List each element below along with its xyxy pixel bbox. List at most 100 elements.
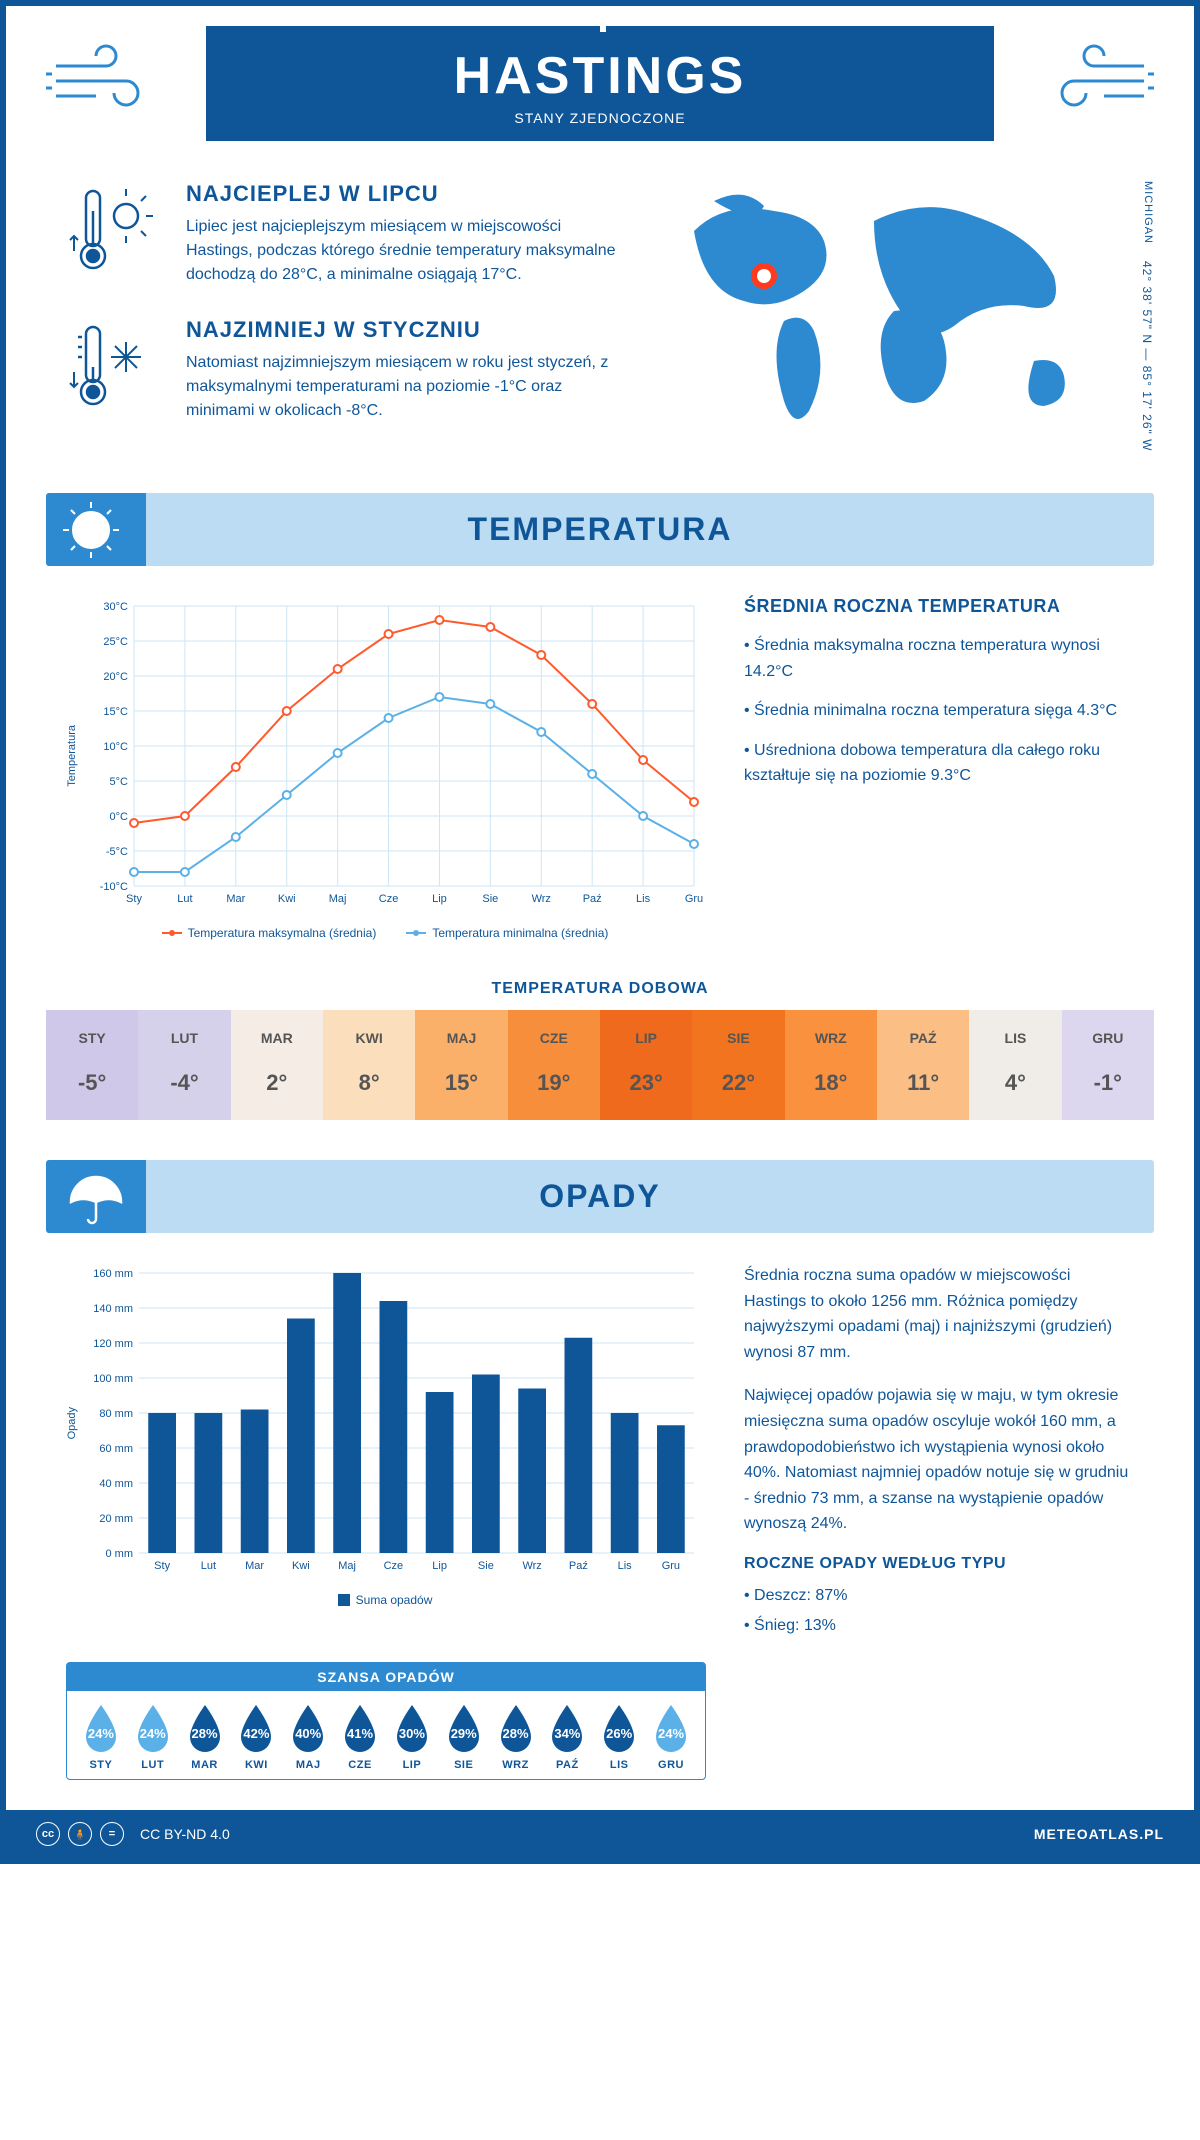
temp-info-bullet: • Średnia maksymalna roczna temperatura … bbox=[744, 633, 1134, 684]
daily-month-label: LIS bbox=[969, 1020, 1061, 1056]
daily-month-label: MAR bbox=[231, 1020, 323, 1056]
svg-text:Cze: Cze bbox=[384, 1560, 404, 1572]
city-title: HASTINGS bbox=[206, 46, 994, 106]
chance-cell: 30% LIP bbox=[386, 1703, 438, 1771]
svg-text:Sty: Sty bbox=[126, 893, 142, 905]
daily-temp-cell: MAR2° bbox=[231, 1010, 323, 1120]
temp-info-bullet: • Uśredniona dobowa temperatura dla całe… bbox=[744, 738, 1134, 789]
umbrella-icon bbox=[46, 1160, 146, 1233]
temp-y-axis-label: Temperatura bbox=[66, 725, 78, 787]
raindrop-icon: 30% bbox=[391, 1703, 433, 1755]
chance-month-label: WRZ bbox=[490, 1759, 542, 1771]
svg-text:120 mm: 120 mm bbox=[93, 1338, 133, 1350]
precip-chart-svg: 0 mm20 mm40 mm60 mm80 mm100 mm120 mm140 … bbox=[84, 1263, 704, 1583]
warmest-block: NAJCIEPLEJ W LIPCU Lipiec jest najcieple… bbox=[66, 181, 624, 287]
precip-title: OPADY bbox=[46, 1178, 1154, 1215]
precip-content: Opady 0 mm20 mm40 mm60 mm80 mm100 mm120 … bbox=[6, 1233, 1194, 1652]
svg-text:Kwi: Kwi bbox=[278, 893, 296, 905]
license-block: cc 🧍 = CC BY-ND 4.0 bbox=[36, 1822, 230, 1846]
region-label: MICHIGAN bbox=[1142, 181, 1154, 244]
svg-text:140 mm: 140 mm bbox=[93, 1303, 133, 1315]
thermometer-cold-icon bbox=[66, 317, 166, 417]
svg-text:Sty: Sty bbox=[154, 1560, 170, 1572]
page-frame: HASTINGS STANY ZJEDNOCZONE NAJ bbox=[0, 0, 1200, 1864]
coordinates-label: 42° 38' 57" N — 85° 17' 26" W bbox=[1140, 261, 1154, 451]
svg-text:Maj: Maj bbox=[329, 893, 347, 905]
daily-temp-value: 2° bbox=[231, 1056, 323, 1110]
nd-icon: = bbox=[100, 1822, 124, 1846]
temp-legend: Temperatura maksymalna (średnia) Tempera… bbox=[66, 926, 704, 940]
legend-precip-label: Suma opadów bbox=[356, 1593, 433, 1607]
daily-month-label: CZE bbox=[508, 1020, 600, 1056]
svg-text:Wrz: Wrz bbox=[522, 1560, 541, 1572]
svg-text:Lut: Lut bbox=[201, 1560, 216, 1572]
daily-temp-value: 19° bbox=[508, 1056, 600, 1110]
precip-y-axis-label: Opady bbox=[66, 1407, 78, 1439]
daily-temp-cell: LIP23° bbox=[600, 1010, 692, 1120]
daily-temp-grid: STY-5°LUT-4°MAR2°KWI8°MAJ15°CZE19°LIP23°… bbox=[46, 1010, 1154, 1120]
header-row: HASTINGS STANY ZJEDNOCZONE bbox=[6, 6, 1194, 161]
precip-chance-box: SZANSA OPADÓW 24%STY24%LUT28%MAR42%KWI40… bbox=[66, 1662, 706, 1780]
daily-temp-cell: MAJ15° bbox=[415, 1010, 507, 1120]
license-text: CC BY-ND 4.0 bbox=[140, 1826, 230, 1842]
svg-text:-5°C: -5°C bbox=[106, 846, 128, 858]
daily-temp-value: 22° bbox=[692, 1056, 784, 1110]
chance-cell: 24%GRU bbox=[645, 1703, 697, 1771]
svg-text:25°C: 25°C bbox=[103, 636, 128, 648]
chance-cell: 24%STY bbox=[75, 1703, 127, 1771]
precip-type-title: ROCZNE OPADY WEDŁUG TYPU bbox=[744, 1555, 1134, 1573]
daily-temp-value: 15° bbox=[415, 1056, 507, 1110]
wind-icon bbox=[1034, 36, 1154, 121]
daily-temp-value: 23° bbox=[600, 1056, 692, 1110]
svg-text:100 mm: 100 mm bbox=[93, 1373, 133, 1385]
daily-month-label: SIE bbox=[692, 1020, 784, 1056]
chance-month-label: MAJ bbox=[282, 1759, 334, 1771]
raindrop-icon: 24% bbox=[80, 1703, 122, 1755]
chance-cell: 41%CZE bbox=[334, 1703, 386, 1771]
daily-temp-cell: KWI8° bbox=[323, 1010, 415, 1120]
daily-temp-title: TEMPERATURA DOBOWA bbox=[6, 980, 1194, 998]
daily-temp-value: 11° bbox=[877, 1056, 969, 1110]
precip-type-bullet: • Śnieg: 13% bbox=[744, 1613, 1134, 1639]
daily-temp-value: 8° bbox=[323, 1056, 415, 1110]
svg-text:Sie: Sie bbox=[482, 893, 498, 905]
daily-temp-cell: LUT-4° bbox=[138, 1010, 230, 1120]
svg-text:15°C: 15°C bbox=[103, 706, 128, 718]
svg-text:Kwi: Kwi bbox=[292, 1560, 310, 1572]
raindrop-icon: 40% bbox=[287, 1703, 329, 1755]
temp-chart-svg: -10°C-5°C0°C5°C10°C15°C20°C25°C30°CStyLu… bbox=[84, 596, 704, 916]
daily-temp-cell: CZE19° bbox=[508, 1010, 600, 1120]
chance-month-label: LIP bbox=[386, 1759, 438, 1771]
wind-icon bbox=[46, 36, 166, 121]
daily-temp-cell: SIE22° bbox=[692, 1010, 784, 1120]
chance-month-label: PAŹ bbox=[541, 1759, 593, 1771]
annual-temp-title: ŚREDNIA ROCZNA TEMPERATURA bbox=[744, 596, 1134, 617]
svg-text:Sie: Sie bbox=[478, 1560, 494, 1572]
svg-text:30°C: 30°C bbox=[103, 601, 128, 613]
svg-text:0°C: 0°C bbox=[110, 811, 129, 823]
raindrop-icon: 28% bbox=[495, 1703, 537, 1755]
daily-month-label: GRU bbox=[1062, 1020, 1154, 1056]
svg-text:0 mm: 0 mm bbox=[106, 1548, 134, 1560]
raindrop-icon: 41% bbox=[339, 1703, 381, 1755]
temperature-section-header: TEMPERATURA bbox=[46, 493, 1154, 566]
chance-cell: 42%KWI bbox=[230, 1703, 282, 1771]
warmest-title: NAJCIEPLEJ W LIPCU bbox=[186, 181, 624, 207]
svg-text:20 mm: 20 mm bbox=[99, 1513, 133, 1525]
daily-temp-cell: PAŹ11° bbox=[877, 1010, 969, 1120]
daily-month-label: LIP bbox=[600, 1020, 692, 1056]
svg-text:Lis: Lis bbox=[618, 1560, 633, 1572]
chance-cell: 29%SIE bbox=[438, 1703, 490, 1771]
daily-temp-cell: STY-5° bbox=[46, 1010, 138, 1120]
svg-text:Lip: Lip bbox=[432, 893, 447, 905]
chance-month-label: KWI bbox=[230, 1759, 282, 1771]
daily-temp-cell: WRZ18° bbox=[785, 1010, 877, 1120]
precip-info: Średnia roczna suma opadów w miejscowośc… bbox=[744, 1263, 1134, 1642]
chance-cell: 28%MAR bbox=[179, 1703, 231, 1771]
brand-label: METEOATLAS.PL bbox=[1034, 1826, 1164, 1842]
temp-info-bullet: • Średnia minimalna roczna temperatura s… bbox=[744, 698, 1134, 724]
precip-legend: Suma opadów bbox=[66, 1593, 704, 1607]
country-subtitle: STANY ZJEDNOCZONE bbox=[206, 110, 994, 126]
daily-temp-value: -5° bbox=[46, 1056, 138, 1110]
svg-text:Gru: Gru bbox=[685, 893, 703, 905]
